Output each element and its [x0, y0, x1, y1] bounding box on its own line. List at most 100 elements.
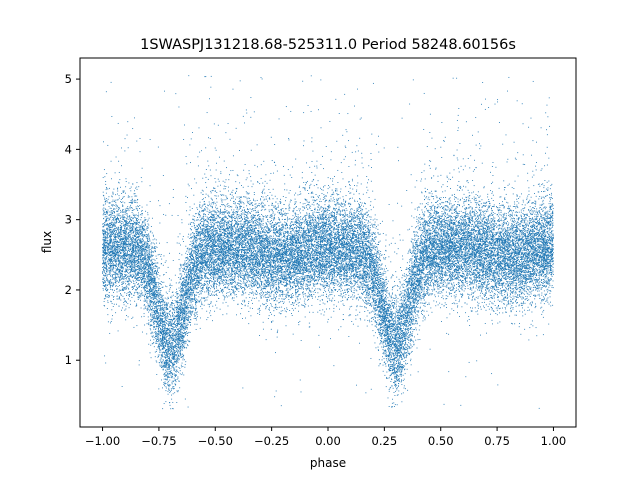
- data-point: [411, 276, 413, 278]
- data-point: [367, 215, 369, 217]
- data-point: [243, 169, 245, 171]
- data-point: [312, 199, 314, 201]
- data-point: [143, 273, 144, 275]
- data-point: [114, 248, 116, 249]
- data-point: [381, 341, 382, 343]
- data-point: [475, 199, 477, 201]
- data-point: [412, 274, 414, 276]
- data-point: [208, 218, 210, 220]
- data-point: [350, 214, 352, 216]
- data-point: [446, 274, 448, 276]
- data-point: [304, 215, 306, 217]
- data-point: [160, 341, 162, 343]
- data-point: [154, 313, 156, 315]
- data-point: [259, 276, 261, 278]
- data-point: [292, 303, 294, 305]
- data-point: [382, 285, 384, 287]
- data-point: [448, 242, 450, 244]
- data-point: [167, 354, 168, 356]
- data-point: [271, 256, 273, 258]
- data-point: [135, 275, 137, 277]
- data-point: [504, 267, 506, 269]
- data-point: [306, 215, 308, 216]
- data-point: [216, 260, 217, 262]
- data-point: [119, 246, 121, 248]
- data-point: [337, 213, 339, 215]
- data-point: [433, 244, 435, 245]
- data-point: [394, 335, 396, 337]
- data-point: [170, 368, 172, 370]
- data-point: [114, 225, 116, 227]
- data-point: [365, 212, 367, 214]
- data-point: [137, 216, 139, 218]
- data-point: [313, 201, 315, 203]
- data-point: [114, 261, 116, 262]
- data-point: [399, 322, 401, 324]
- data-point: [278, 240, 280, 241]
- data-point: [187, 236, 189, 238]
- data-point: [230, 240, 232, 242]
- data-point: [250, 233, 252, 235]
- data-point: [337, 264, 339, 266]
- data-point: [394, 344, 396, 346]
- data-point: [392, 275, 394, 276]
- data-point: [484, 293, 486, 295]
- data-point: [496, 287, 498, 289]
- data-point: [308, 228, 310, 230]
- data-point: [220, 256, 222, 258]
- data-point: [440, 215, 442, 217]
- data-point: [427, 257, 429, 259]
- data-point: [378, 298, 380, 300]
- data-point: [422, 213, 424, 215]
- data-point: [451, 230, 453, 232]
- data-point: [524, 277, 526, 279]
- data-point: [129, 221, 130, 222]
- data-point: [406, 344, 408, 346]
- data-point: [387, 287, 389, 288]
- data-point: [262, 288, 264, 290]
- data-point: [517, 247, 519, 249]
- data-point: [426, 253, 428, 255]
- data-point: [536, 208, 538, 210]
- data-point: [276, 247, 278, 249]
- data-point: [512, 215, 513, 217]
- data-point: [306, 201, 308, 203]
- data-point: [226, 205, 228, 207]
- data-point: [139, 151, 141, 153]
- data-point: [376, 296, 378, 297]
- data-point: [361, 276, 363, 278]
- data-point: [170, 349, 172, 351]
- data-point: [147, 316, 149, 318]
- data-point: [364, 271, 366, 273]
- data-point: [218, 268, 220, 270]
- data-point: [539, 238, 541, 239]
- data-point: [526, 292, 528, 294]
- data-point: [130, 270, 132, 272]
- data-point: [122, 201, 124, 203]
- data-point: [478, 256, 480, 258]
- data-point: [231, 250, 233, 252]
- data-point: [354, 105, 355, 107]
- data-point: [184, 318, 186, 320]
- data-point: [440, 199, 442, 201]
- data-point: [175, 333, 177, 335]
- data-point: [468, 316, 470, 318]
- data-point: [183, 345, 185, 347]
- data-point: [298, 294, 300, 296]
- data-point: [531, 280, 533, 282]
- data-point: [444, 274, 446, 276]
- data-point: [289, 289, 291, 291]
- data-point: [114, 172, 116, 174]
- data-point: [119, 221, 120, 222]
- data-point: [453, 228, 455, 230]
- data-point: [387, 270, 389, 272]
- data-point: [304, 305, 306, 307]
- data-point: [293, 235, 295, 237]
- data-point: [507, 235, 509, 237]
- data-point: [235, 231, 237, 233]
- data-point: [340, 287, 342, 289]
- data-point: [169, 373, 171, 374]
- data-point: [258, 248, 260, 250]
- data-point: [380, 316, 382, 318]
